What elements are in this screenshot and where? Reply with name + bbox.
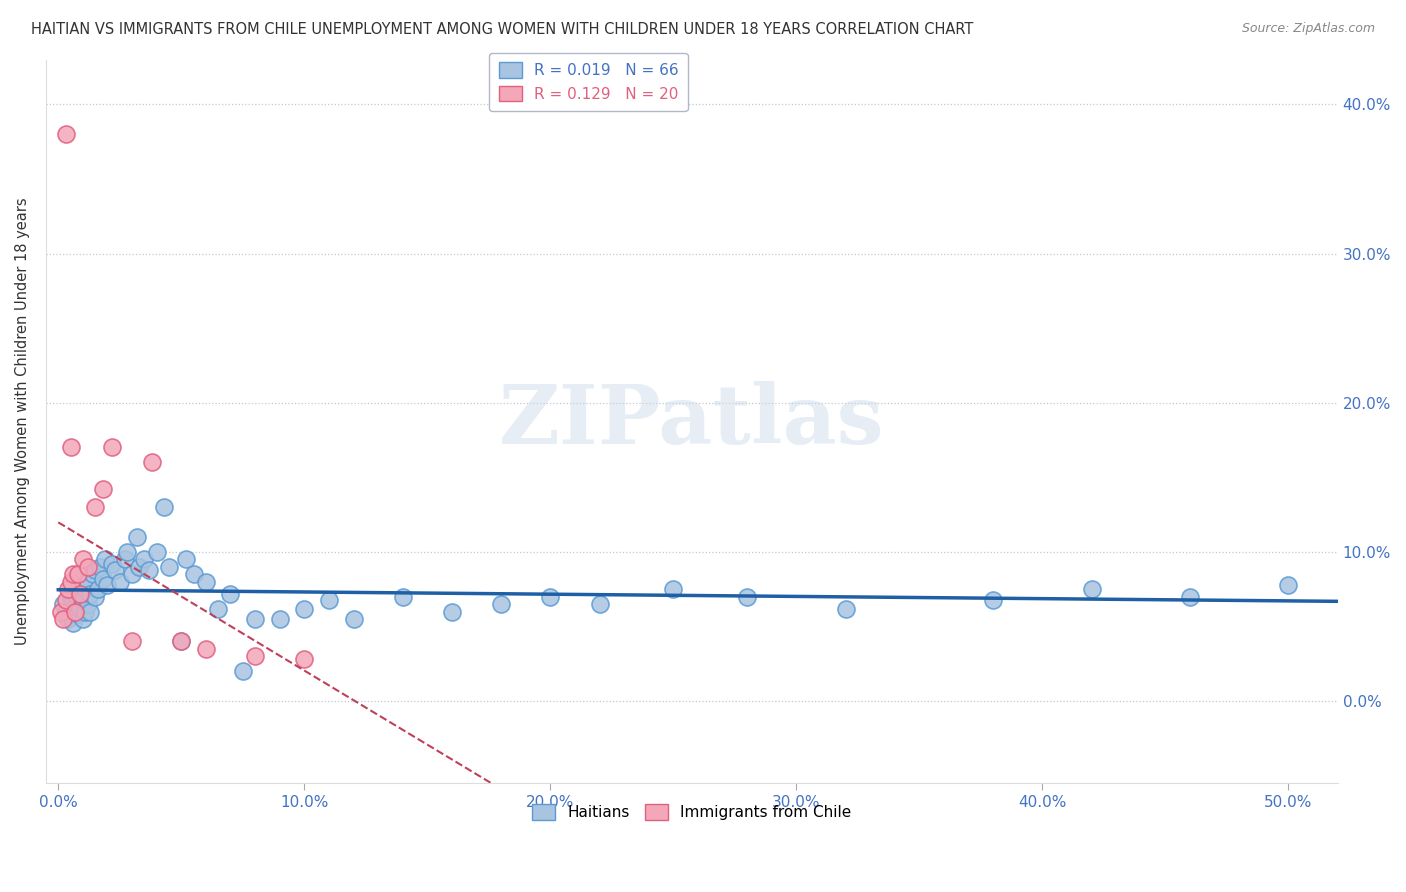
- Point: [84, 590, 107, 604]
- Point: [52, 612, 75, 626]
- Point: [49, 605, 72, 619]
- Point: [194, 574, 217, 589]
- Point: [65, 586, 87, 600]
- Point: [84, 500, 107, 514]
- Point: [62, 592, 84, 607]
- Point: [114, 552, 136, 566]
- Point: [72, 612, 94, 626]
- Point: [489, 597, 512, 611]
- Point: [75, 605, 97, 619]
- Point: [69, 601, 91, 615]
- Point: [834, 601, 856, 615]
- Point: [101, 557, 124, 571]
- Point: [391, 590, 413, 604]
- Point: [79, 605, 101, 619]
- Point: [134, 552, 156, 566]
- Point: [55, 127, 77, 141]
- Point: [207, 601, 229, 615]
- Point: [66, 582, 89, 596]
- Point: [138, 563, 160, 577]
- Point: [79, 586, 101, 600]
- Point: [292, 601, 315, 615]
- Point: [55, 605, 77, 619]
- Point: [96, 577, 118, 591]
- Point: [128, 559, 150, 574]
- Point: [65, 605, 87, 619]
- Text: ZIPatlas: ZIPatlas: [499, 381, 884, 461]
- Point: [292, 652, 315, 666]
- Point: [62, 567, 84, 582]
- Point: [56, 582, 79, 596]
- Point: [76, 559, 98, 574]
- Text: Source: ZipAtlas.com: Source: ZipAtlas.com: [1241, 22, 1375, 36]
- Point: [538, 590, 561, 604]
- Text: HAITIAN VS IMMIGRANTS FROM CHILE UNEMPLOYMENT AMONG WOMEN WITH CHILDREN UNDER 18: HAITIAN VS IMMIGRANTS FROM CHILE UNEMPLO…: [31, 22, 973, 37]
- Point: [101, 441, 124, 455]
- Point: [1080, 582, 1102, 596]
- Point: [76, 574, 98, 589]
- Point: [115, 545, 138, 559]
- Point: [1277, 577, 1299, 591]
- Point: [76, 597, 98, 611]
- Point: [145, 545, 167, 559]
- Point: [183, 567, 205, 582]
- Point: [65, 600, 87, 615]
- Point: [89, 559, 111, 574]
- Point: [72, 592, 94, 607]
- Point: [121, 634, 143, 648]
- Point: [232, 664, 254, 678]
- Point: [662, 582, 685, 596]
- Point: [91, 482, 114, 496]
- Point: [86, 582, 108, 596]
- Point: [243, 649, 266, 664]
- Legend: Haitians, Immigrants from Chile: Haitians, Immigrants from Chile: [526, 797, 858, 826]
- Point: [170, 634, 193, 648]
- Point: [243, 612, 266, 626]
- Point: [108, 574, 131, 589]
- Point: [72, 552, 94, 566]
- Point: [170, 634, 193, 648]
- Point: [66, 607, 89, 622]
- Point: [66, 567, 89, 582]
- Point: [174, 552, 197, 566]
- Point: [104, 563, 127, 577]
- Point: [318, 592, 340, 607]
- Point: [69, 586, 91, 600]
- Point: [157, 559, 180, 574]
- Point: [69, 590, 91, 604]
- Point: [94, 552, 117, 566]
- Point: [141, 455, 163, 469]
- Point: [125, 530, 148, 544]
- Point: [59, 607, 82, 622]
- Point: [269, 612, 291, 626]
- Point: [56, 612, 79, 626]
- Point: [194, 641, 217, 656]
- Point: [52, 597, 75, 611]
- Point: [55, 592, 77, 607]
- Point: [219, 586, 242, 600]
- Point: [153, 500, 176, 514]
- Point: [62, 616, 84, 631]
- Point: [82, 567, 104, 582]
- Point: [735, 590, 758, 604]
- Point: [59, 441, 82, 455]
- Point: [59, 590, 82, 604]
- Point: [588, 597, 610, 611]
- Point: [440, 605, 463, 619]
- Point: [981, 592, 1004, 607]
- Point: [342, 612, 364, 626]
- Point: [84, 563, 107, 577]
- Y-axis label: Unemployment Among Women with Children Under 18 years: Unemployment Among Women with Children U…: [15, 197, 30, 645]
- Point: [91, 572, 114, 586]
- Point: [1178, 590, 1201, 604]
- Point: [121, 567, 143, 582]
- Point: [59, 574, 82, 589]
- Point: [75, 582, 97, 596]
